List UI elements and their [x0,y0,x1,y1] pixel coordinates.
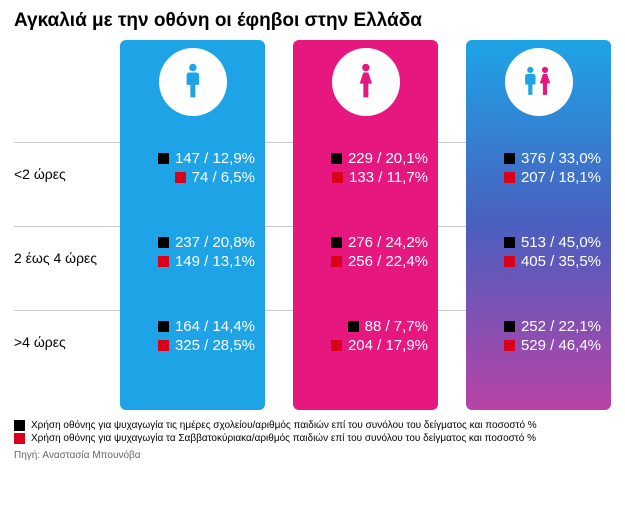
value-text: 529 / 46,4% [521,337,601,354]
value-text: 325 / 28,5% [175,337,255,354]
value-text: 237 / 20,8% [175,234,255,251]
data-cell: 147 / 12,9% 74 / 6,5% [130,148,255,188]
black-square-icon [504,237,515,248]
value-text: 74 / 6,5% [192,169,255,186]
red-square-icon [331,340,342,351]
value-text: 164 / 14,4% [175,318,255,335]
value-text: 376 / 33,0% [521,150,601,167]
value-text: 405 / 35,5% [521,253,601,270]
value-black: 147 / 12,9% [130,150,255,167]
value-text: 204 / 17,9% [348,337,428,354]
red-square-icon [158,256,169,267]
data-cell: 237 / 20,8% 149 / 13,1% [130,232,255,272]
legend-square-icon [14,433,25,444]
value-red: 405 / 35,5% [476,253,601,270]
legend-row: Χρήση οθόνης για ψυχαγωγία τις ημέρες σχ… [14,420,611,431]
data-cell: 88 / 7,7% 204 / 17,9% [303,316,428,356]
value-text: 256 / 22,4% [348,253,428,270]
chart-title: Αγκαλιά με την οθόνη οι έφηβοι στην Ελλά… [14,10,611,32]
value-black: 252 / 22,1% [476,318,601,335]
black-square-icon [348,321,359,332]
data-cell: 164 / 14,4% 325 / 28,5% [130,316,255,356]
legend: Χρήση οθόνης για ψυχαγωγία τις ημέρες σχ… [14,420,611,444]
black-square-icon [504,321,515,332]
legend-text: Χρήση οθόνης για ψυχαγωγία τα Σαββατοκύρ… [31,433,536,444]
value-black: 376 / 33,0% [476,150,601,167]
legend-text: Χρήση οθόνης για ψυχαγωγία τις ημέρες σχ… [31,420,537,431]
value-black: 513 / 45,0% [476,234,601,251]
column-male: 147 / 12,9% 74 / 6,5% 237 / 20,8% 149 / 13,… [120,40,265,410]
column-female: 229 / 20,1% 133 / 11,7% 276 / 24,2% 256 / 2… [293,40,438,410]
value-red: 149 / 13,1% [130,253,255,270]
red-square-icon [504,172,515,183]
red-square-icon [331,256,342,267]
male-icon [159,48,227,116]
red-square-icon [504,256,515,267]
value-red: 325 / 28,5% [130,337,255,354]
legend-square-icon [14,420,25,431]
value-black: 229 / 20,1% [303,150,428,167]
red-square-icon [504,340,515,351]
value-red: 207 / 18,1% [476,169,601,186]
value-text: 513 / 45,0% [521,234,601,251]
red-square-icon [175,172,186,183]
both-icon [505,48,573,116]
value-black: 237 / 20,8% [130,234,255,251]
chart-grid: <2 ώρες 2 έως 4 ώρες >4 ώρες 147 / 12,9% 74… [14,40,611,410]
legend-row: Χρήση οθόνης για ψυχαγωγία τα Σαββατοκύρ… [14,433,611,444]
data-cell: 229 / 20,1% 133 / 11,7% [303,148,428,188]
black-square-icon [158,153,169,164]
value-text: 207 / 18,1% [521,169,601,186]
data-cell: 376 / 33,0% 207 / 18,1% [476,148,601,188]
black-square-icon [331,237,342,248]
source: Πηγή: Αναστασία Μπουνόβα [14,450,611,461]
black-square-icon [158,321,169,332]
black-square-icon [331,153,342,164]
data-cell: 252 / 22,1% 529 / 46,4% [476,316,601,356]
value-text: 149 / 13,1% [175,253,255,270]
black-square-icon [504,153,515,164]
value-black: 276 / 24,2% [303,234,428,251]
value-red: 133 / 11,7% [303,169,428,186]
data-cell: 513 / 45,0% 405 / 35,5% [476,232,601,272]
female-icon [332,48,400,116]
value-black: 88 / 7,7% [303,318,428,335]
column-both: 376 / 33,0% 207 / 18,1% 513 / 45,0% 405 / 3… [466,40,611,410]
value-text: 276 / 24,2% [348,234,428,251]
value-text: 147 / 12,9% [175,150,255,167]
data-cell: 276 / 24,2% 256 / 22,4% [303,232,428,272]
black-square-icon [158,237,169,248]
value-red: 204 / 17,9% [303,337,428,354]
value-black: 164 / 14,4% [130,318,255,335]
value-red: 529 / 46,4% [476,337,601,354]
value-red: 74 / 6,5% [130,169,255,186]
row-label: <2 ώρες [14,166,66,182]
red-square-icon [158,340,169,351]
value-text: 133 / 11,7% [349,169,428,186]
value-text: 88 / 7,7% [365,318,428,335]
row-label: >4 ώρες [14,334,66,350]
value-red: 256 / 22,4% [303,253,428,270]
value-text: 229 / 20,1% [348,150,428,167]
value-text: 252 / 22,1% [521,318,601,335]
row-label: 2 έως 4 ώρες [14,250,97,266]
red-square-icon [332,172,343,183]
